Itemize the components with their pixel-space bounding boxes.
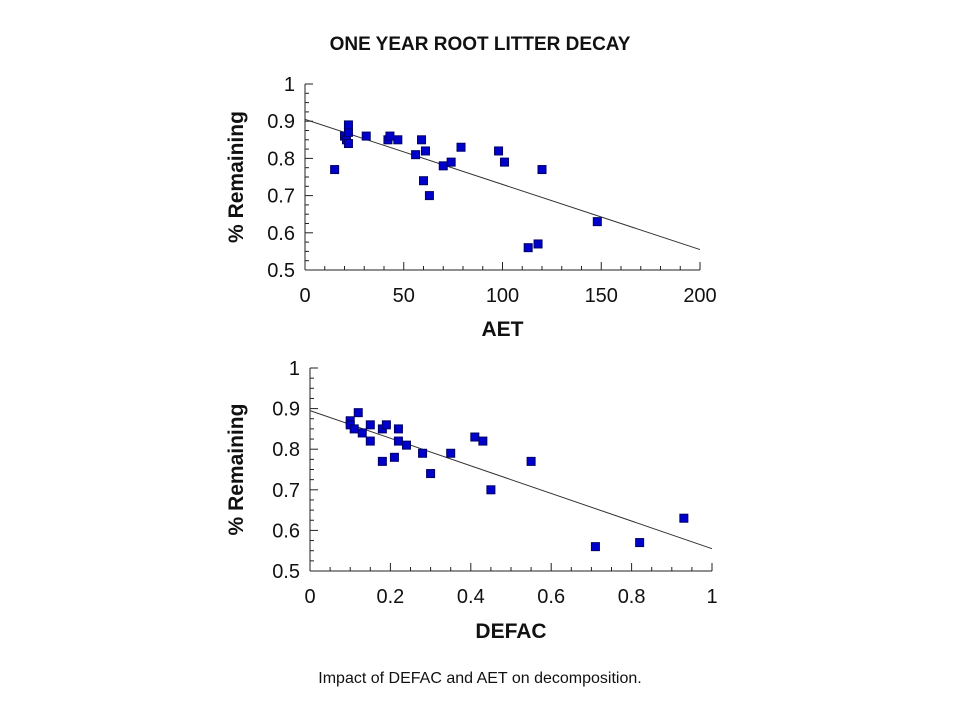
data-point <box>679 513 689 523</box>
data-point <box>343 139 353 149</box>
y-tick-label: 0.9 <box>267 111 295 133</box>
data-point <box>401 440 411 450</box>
data-point <box>424 191 434 201</box>
y-axis-title: % Remaining <box>225 111 248 243</box>
x-tick-label: 0.8 <box>618 586 646 608</box>
data-point <box>357 428 367 438</box>
data-point <box>494 146 504 156</box>
figure-caption: Impact of DEFAC and AET on decomposition… <box>318 670 642 687</box>
x-tick-label: 50 <box>393 285 415 307</box>
data-point <box>411 150 421 160</box>
x-tick-label: 150 <box>585 285 618 307</box>
data-point <box>365 420 375 430</box>
data-point <box>343 120 353 130</box>
data-point <box>486 485 496 495</box>
y-tick-label: 0.9 <box>272 399 300 421</box>
data-point <box>365 436 375 446</box>
chart-panel-2: 0 0.2 0.4 0.6 0.8 1 0.5 0.6 0.7 0.8 0.9 1 DEFAC % Rem… <box>225 358 718 643</box>
x-tick-label: 200 <box>683 285 716 307</box>
data-point <box>499 157 509 167</box>
y-tick-label: 0.6 <box>267 223 295 245</box>
y-tick-label: 0.6 <box>272 520 300 542</box>
data-point <box>456 142 466 152</box>
data-point <box>349 424 359 434</box>
data-point <box>419 176 428 186</box>
data-point <box>446 157 456 167</box>
y-tick-label: 0.5 <box>272 561 300 583</box>
x-tick-label: 100 <box>486 285 519 307</box>
data-point <box>343 127 353 137</box>
y-tick-label: 0.5 <box>267 260 295 282</box>
y-tick-label: 0.7 <box>267 186 295 208</box>
data-point <box>377 456 387 466</box>
data-point <box>417 135 427 145</box>
data-point <box>478 436 488 446</box>
data-point <box>393 436 403 446</box>
data-point <box>393 424 403 434</box>
x-axis-title: DEFAC <box>475 620 546 643</box>
data-point <box>330 165 340 175</box>
chart-title: ONE YEAR ROOT LITTER DECAY <box>329 34 631 55</box>
data-point <box>438 161 448 171</box>
data-point <box>381 420 391 430</box>
data-point <box>523 243 533 253</box>
data-point <box>635 538 645 548</box>
x-tick-label: 0 <box>304 586 315 608</box>
data-point <box>533 239 543 249</box>
chart-panel-1: 0 50 100 150 200 0.5 0.6 0.7 0.8 0.9 1 AET % Remaini… <box>225 74 717 341</box>
data-point <box>537 165 547 175</box>
data-point <box>420 146 430 156</box>
y-tick-label: 1 <box>289 358 300 380</box>
data-point <box>470 432 480 442</box>
y-tick-label: 0.8 <box>272 439 300 461</box>
y-tick-label: 1 <box>284 74 295 96</box>
trend-line <box>309 410 713 550</box>
data-point <box>385 131 395 141</box>
x-tick-label: 0.2 <box>376 586 404 608</box>
x-axis-title: AET <box>482 318 524 341</box>
data-point <box>592 217 602 227</box>
data-point <box>426 469 436 479</box>
x-tick-label: 0 <box>299 285 310 307</box>
x-tick-label: 0.4 <box>457 586 485 608</box>
data-point <box>361 131 371 141</box>
y-tick-label: 0.7 <box>272 480 300 502</box>
data-point <box>590 542 600 552</box>
data-point <box>353 408 363 418</box>
x-tick-label: 1 <box>706 586 717 608</box>
data-point <box>393 135 403 145</box>
data-point <box>389 452 399 462</box>
data-point <box>526 456 536 466</box>
x-tick-label: 0.6 <box>537 586 565 608</box>
trend-line <box>304 118 701 251</box>
y-tick-label: 0.8 <box>267 148 295 170</box>
data-point <box>418 448 428 458</box>
data-point <box>446 448 456 458</box>
y-axis-title: % Remaining <box>225 404 248 536</box>
